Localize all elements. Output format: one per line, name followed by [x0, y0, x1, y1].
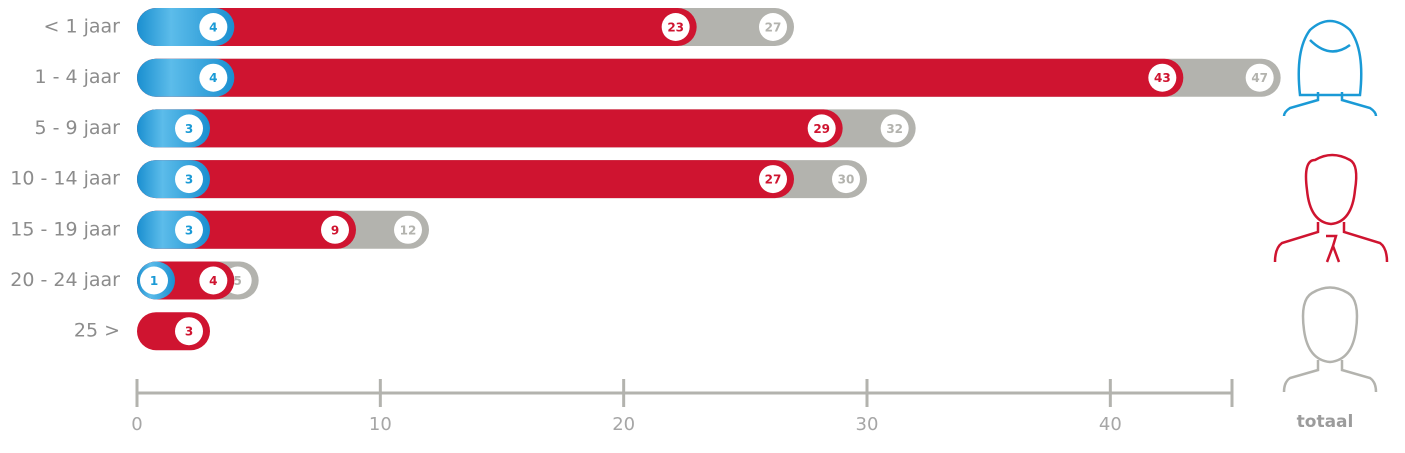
- value-badge: [1148, 63, 1177, 92]
- value-label: 4: [209, 71, 217, 85]
- x-tick-label: 30: [856, 414, 879, 435]
- y-tick-label: 1 - 4 jaar: [34, 66, 120, 88]
- value-label: 1: [150, 274, 158, 288]
- x-tick-label: 0: [131, 414, 142, 435]
- x-tick-label: 20: [612, 414, 635, 435]
- value-label: 30: [838, 173, 855, 187]
- value-badge: [199, 13, 228, 41]
- value-label: 29: [813, 122, 830, 136]
- value-badge: [199, 266, 228, 295]
- bar: [137, 8, 697, 46]
- y-tick-label: 20 - 24 jaar: [10, 269, 120, 291]
- y-tick-label: 25 >: [74, 320, 120, 342]
- value-badge: [175, 215, 203, 244]
- value-label: 23: [667, 21, 684, 35]
- value-label: 5: [233, 274, 241, 288]
- value-label: 47: [1251, 71, 1268, 85]
- value-label: 4: [209, 274, 217, 288]
- value-label: 27: [765, 21, 782, 35]
- female-icon: [1282, 19, 1378, 117]
- value-badge: [321, 215, 349, 244]
- value-label: 27: [765, 173, 782, 187]
- y-tick-label: 15 - 19 jaar: [10, 218, 120, 240]
- bar: [137, 160, 794, 199]
- value-badge: [175, 165, 203, 194]
- value-badge: [661, 13, 690, 41]
- total-icon: [1282, 286, 1378, 393]
- value-badge: [175, 317, 203, 346]
- value-badge: [880, 114, 909, 143]
- value-badge: [175, 114, 203, 143]
- x-tick-label: 10: [369, 414, 392, 435]
- value-label: 3: [185, 173, 193, 187]
- value-label: 3: [185, 223, 193, 237]
- value-badge: [199, 63, 228, 92]
- value-badge: [394, 215, 422, 244]
- bar: [137, 109, 843, 148]
- value-badge: [807, 114, 836, 143]
- y-tick-label: < 1 jaar: [44, 16, 121, 38]
- legend-label: totaal: [1297, 412, 1354, 432]
- value-label: 3: [185, 122, 193, 136]
- value-badge: [759, 13, 787, 41]
- y-tick-label: 5 - 9 jaar: [34, 117, 120, 139]
- value-label: 43: [1154, 71, 1171, 85]
- value-label: 32: [886, 122, 903, 136]
- value-label: 12: [400, 223, 417, 237]
- male-icon: [1273, 153, 1389, 263]
- value-label: 3: [185, 325, 193, 339]
- value-badge: [140, 266, 168, 295]
- value-label: 9: [331, 223, 339, 237]
- value-badge: [1245, 63, 1274, 92]
- y-tick-label: 10 - 14 jaar: [10, 168, 120, 190]
- x-tick-label: 40: [1099, 414, 1122, 435]
- value-badge: [759, 165, 787, 194]
- bar: [137, 58, 1184, 97]
- value-badge: [832, 165, 860, 194]
- value-label: 4: [209, 21, 217, 35]
